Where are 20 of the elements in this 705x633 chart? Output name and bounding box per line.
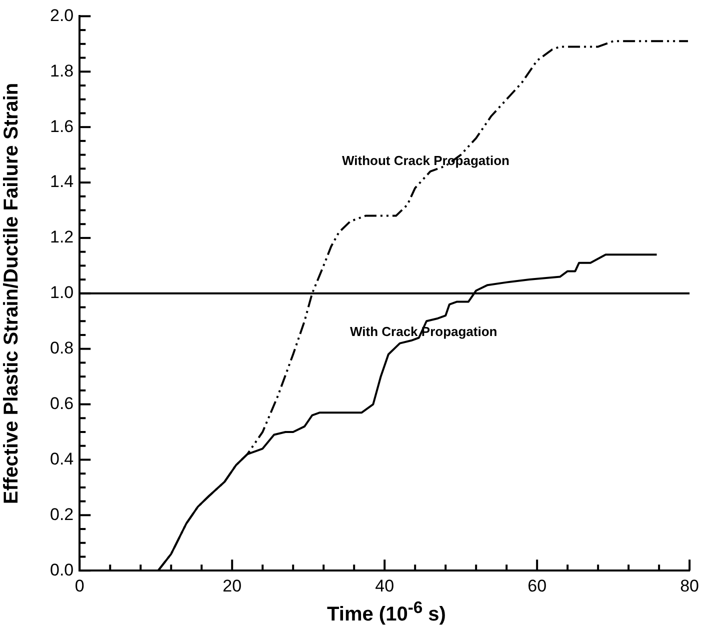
y-tick-label: 0.4: [50, 449, 74, 468]
y-tick-label: 0.8: [50, 338, 74, 358]
y-tick-label: 1.2: [50, 228, 74, 247]
x-tick-label: 20: [222, 576, 242, 596]
x-tick-label: 80: [680, 576, 700, 596]
y-tick-label: 0.6: [50, 394, 74, 413]
x-axis-title: Time (10$^{-6}$ s): [326, 598, 447, 627]
x-tick-label: 0: [74, 576, 84, 596]
y-tick-label: 0.0: [50, 560, 74, 580]
x-tick-label: 60: [528, 576, 547, 596]
x-tick-label: 40: [375, 576, 394, 596]
y-tick-label: 1.4: [50, 172, 74, 192]
y-tick-label: 1.0: [50, 283, 74, 302]
y-tick-label: 1.8: [50, 61, 74, 80]
annotation: With Crack Propagation: [350, 324, 498, 339]
y-tick-label: 2.0: [50, 6, 74, 25]
y-tick-label: 1.6: [50, 116, 74, 136]
y-axis-title: Effective Plastic Strain/Ductile Failure Strain: [0, 82, 24, 506]
annotation: Without Crack Propagation: [342, 153, 510, 168]
y-tick-label: 0.2: [50, 504, 74, 524]
